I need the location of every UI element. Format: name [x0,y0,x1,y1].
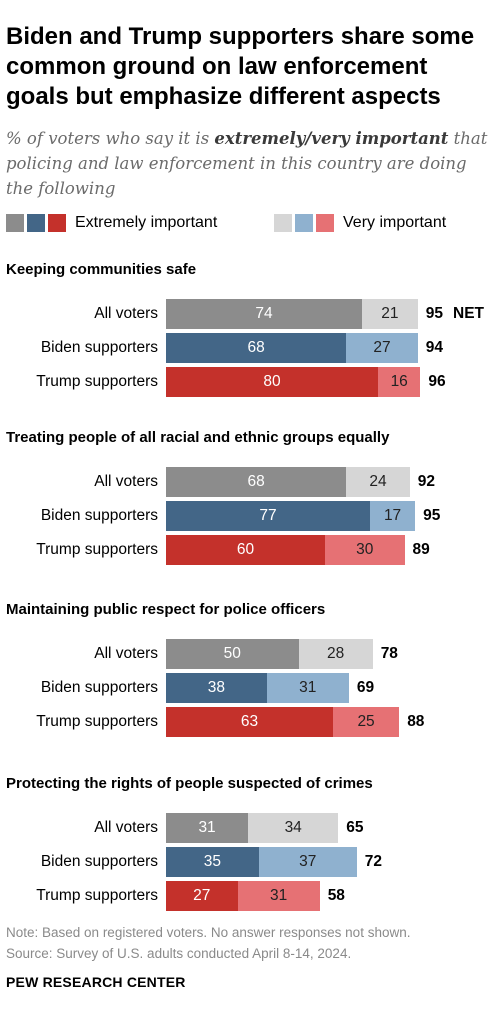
bar-very: 16 [378,367,421,397]
section-title: Treating people of all racial and ethnic… [6,429,390,446]
section-title: Keeping communities safe [6,261,197,278]
brand-label: PEW RESEARCH CENTER [6,974,186,990]
bar-very: 17 [370,501,416,531]
net-value: 95 [423,507,440,525]
bar-very: 24 [346,467,410,497]
note-text: Note: Based on registered voters. No ans… [6,925,411,940]
net-number: 92 [417,473,436,490]
net-number: 89 [412,541,430,558]
bar-very: 31 [266,673,349,703]
legend-very-label: Very important [343,214,447,231]
chart-subtitle: % of voters who say it is extremely/very… [6,126,496,201]
bar-very: 27 [346,333,418,363]
net-value: 96 [428,373,445,391]
legend-extremely: Extremely important [6,212,217,234]
section-title: Protecting the rights of people suspecte… [6,775,373,792]
legend-swatch-light-blue [295,214,313,232]
subtitle-after: that policing and law enforcement in thi… [6,129,488,198]
net-value: 65 [346,819,363,837]
net-value: 58 [328,887,345,905]
net-number: 72 [364,853,383,870]
bar-extremely: 60 [166,535,325,565]
subtitle-emphasis: extremely/very important [214,129,449,148]
row-label: All voters [94,645,158,662]
bar-extremely: 68 [166,333,347,363]
legend-very: Very important [274,212,446,234]
net-value: 88 [407,713,424,731]
row-label: All voters [94,473,158,490]
net-number: 95 [423,507,441,524]
bar-extremely: 50 [166,639,299,669]
net-number: 58 [327,887,345,904]
net-value: 92 [418,473,435,491]
bar-very: 31 [237,881,320,911]
row-label: All voters [94,819,158,836]
legend-swatch-red [48,214,66,232]
bar-extremely: 80 [166,367,378,397]
legend-extremely-label: Extremely important [75,214,218,231]
bar-extremely: 35 [166,847,259,877]
row-label: Trump supporters [36,713,158,730]
row-label: Trump supporters [36,541,158,558]
row-label: Biden supporters [40,679,158,696]
bar-very: 30 [325,535,405,565]
legend-swatch-blue [27,214,45,232]
row-label: Biden supporters [40,853,158,870]
row-label: All voters [94,305,158,322]
legend-swatch-gray [6,214,24,232]
net-value: 95 NET [426,305,484,323]
bar-extremely: 68 [166,467,347,497]
chart-title: Biden and Trump supporters share some co… [6,23,475,110]
legend-swatch-light-gray [274,214,292,232]
net-number: 94 [425,339,443,356]
bar-very: 21 [362,299,418,329]
net-value: 94 [426,339,443,357]
net-suffix: NET [453,305,484,322]
net-value: 89 [413,541,430,559]
row-label: Biden supporters [40,507,158,524]
source-text: Source: Survey of U.S. adults conducted … [6,946,352,961]
bar-extremely: 38 [166,673,267,703]
net-number: 65 [346,819,364,836]
bar-very: 37 [258,847,357,877]
subtitle-before: % of voters who say it is [6,129,215,148]
net-number: 69 [356,679,375,696]
bar-very: 28 [298,639,373,669]
note-block: Note: Based on registered voters. No ans… [6,922,410,964]
bar-extremely: 31 [166,813,249,843]
net-value: 72 [365,853,382,871]
row-label: Trump supporters [36,373,158,390]
net-value: 78 [381,645,398,663]
net-number: 95 [425,305,443,322]
bar-very: 34 [248,813,339,843]
row-label: Biden supporters [40,339,158,356]
bar-extremely: 63 [166,707,333,737]
row-label: Trump supporters [36,887,158,904]
net-number: 96 [428,373,446,390]
bar-extremely: 27 [166,881,238,911]
legend: Extremely important Very important [6,212,496,234]
bar-extremely: 74 [166,299,363,329]
legend-swatch-light-red [316,214,334,232]
net-value: 69 [357,679,374,697]
section-title: Maintaining public respect for police of… [6,601,326,618]
net-number: 88 [407,713,425,730]
bar-extremely: 77 [166,501,371,531]
bar-very: 25 [332,707,400,737]
net-number: 78 [380,645,398,662]
